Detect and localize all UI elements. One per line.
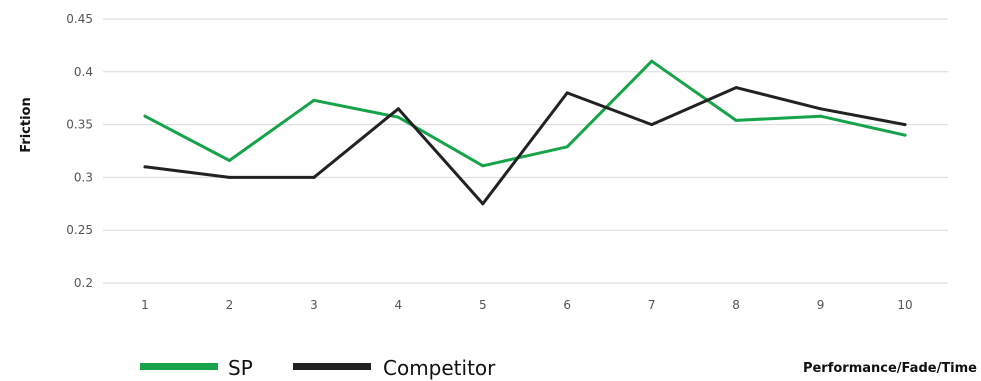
legend: SP Competitor (140, 356, 496, 380)
x-axis-ticks: 1 2 3 4 5 6 7 8 9 10 (141, 298, 912, 312)
legend-swatch-sp (140, 363, 218, 370)
data-point-competitor (143, 165, 147, 169)
x-tick-label: 8 (732, 298, 740, 312)
data-point-competitor (819, 107, 823, 111)
legend-label-competitor: Competitor (383, 356, 496, 380)
x-tick-label: 2 (226, 298, 234, 312)
y-tick-label: 0.2 (74, 276, 93, 290)
data-point-sp (396, 115, 400, 119)
x-tick-label: 1 (141, 298, 149, 312)
x-tick-label: 3 (310, 298, 318, 312)
data-point-competitor (312, 175, 316, 179)
data-point-competitor (227, 175, 231, 179)
x-axis-title: Performance/Fade/Time (803, 361, 977, 376)
y-tick-label: 0.3 (74, 170, 93, 184)
legend-item-sp: SP (140, 356, 253, 380)
legend-swatch-competitor (293, 363, 371, 370)
series-lines (143, 59, 907, 206)
data-point-competitor (396, 107, 400, 111)
legend-label-sp: SP (228, 356, 253, 380)
x-tick-label: 4 (395, 298, 403, 312)
legend-item-competitor: Competitor (293, 356, 496, 380)
data-point-sp (734, 118, 738, 122)
data-point-sp (312, 98, 316, 102)
x-tick-label: 7 (648, 298, 656, 312)
data-point-sp (481, 164, 485, 168)
y-tick-label: 0.35 (66, 118, 93, 132)
data-point-sp (819, 114, 823, 118)
data-point-sp (565, 145, 569, 149)
series-line-sp (143, 59, 907, 168)
gridlines (103, 18, 948, 284)
x-tick-label: 5 (479, 298, 487, 312)
y-axis-ticks: 0.2 0.25 0.3 0.35 0.4 0.45 (66, 12, 93, 290)
x-tick-label: 9 (817, 298, 825, 312)
data-point-sp (903, 133, 907, 137)
data-point-sp (227, 159, 231, 163)
y-tick-label: 0.25 (66, 223, 93, 237)
data-point-competitor (650, 123, 654, 127)
x-tick-label: 10 (897, 298, 912, 312)
data-point-competitor (734, 86, 738, 90)
data-point-sp (143, 114, 147, 118)
series-line-competitor (143, 86, 907, 206)
data-point-competitor (481, 202, 485, 206)
x-tick-label: 6 (563, 298, 571, 312)
data-point-competitor (565, 91, 569, 95)
data-point-sp (650, 59, 654, 63)
y-axis-title: Friction (19, 97, 34, 152)
data-point-competitor (903, 123, 907, 127)
y-tick-label: 0.4 (74, 65, 93, 79)
y-tick-label: 0.45 (66, 12, 93, 26)
